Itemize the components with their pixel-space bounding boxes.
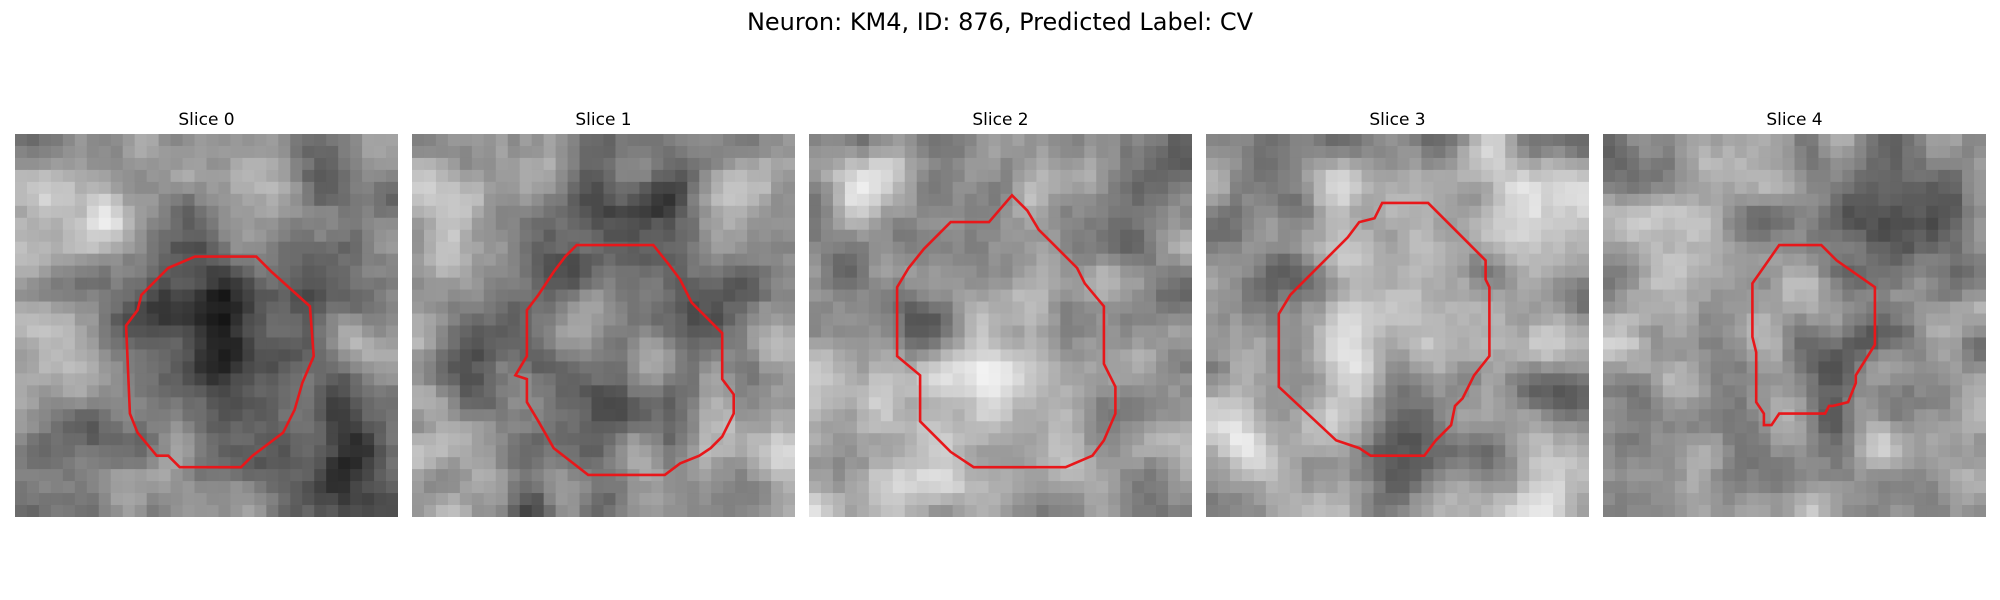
neuron-contour xyxy=(1277,201,1491,458)
slice-title-3: Slice 3 xyxy=(1369,110,1426,130)
slice-panel-2: Slice 2 xyxy=(809,108,1192,517)
slice-title-4: Slice 4 xyxy=(1766,110,1823,130)
grayscale-image xyxy=(15,134,398,517)
slice-title-0: Slice 0 xyxy=(178,110,235,130)
slice-panel-3: Slice 3 xyxy=(1206,108,1589,517)
slice-panel-4: Slice 4 xyxy=(1603,108,1986,517)
grayscale-image xyxy=(1206,134,1589,517)
grayscale-image xyxy=(412,134,795,517)
slice-image-4 xyxy=(1603,134,1986,517)
figure-title: Neuron: KM4, ID: 876, Predicted Label: C… xyxy=(746,8,1254,36)
slice-image-3 xyxy=(1206,134,1589,517)
slice-title-2: Slice 2 xyxy=(972,110,1029,130)
neuron-contour xyxy=(124,255,316,469)
grayscale-image xyxy=(809,134,1192,517)
grayscale-image xyxy=(1603,134,1986,517)
slice-image-1 xyxy=(412,134,795,517)
neuron-contour xyxy=(1751,243,1877,427)
slice-panel-1: Slice 1 xyxy=(412,108,795,517)
slice-image-0 xyxy=(15,134,398,517)
neuron-contour xyxy=(895,193,1117,469)
neuron-contour xyxy=(513,243,736,477)
slice-title-1: Slice 1 xyxy=(575,110,632,130)
slice-image-2 xyxy=(809,134,1192,517)
slice-panel-0: Slice 0 xyxy=(15,108,398,517)
